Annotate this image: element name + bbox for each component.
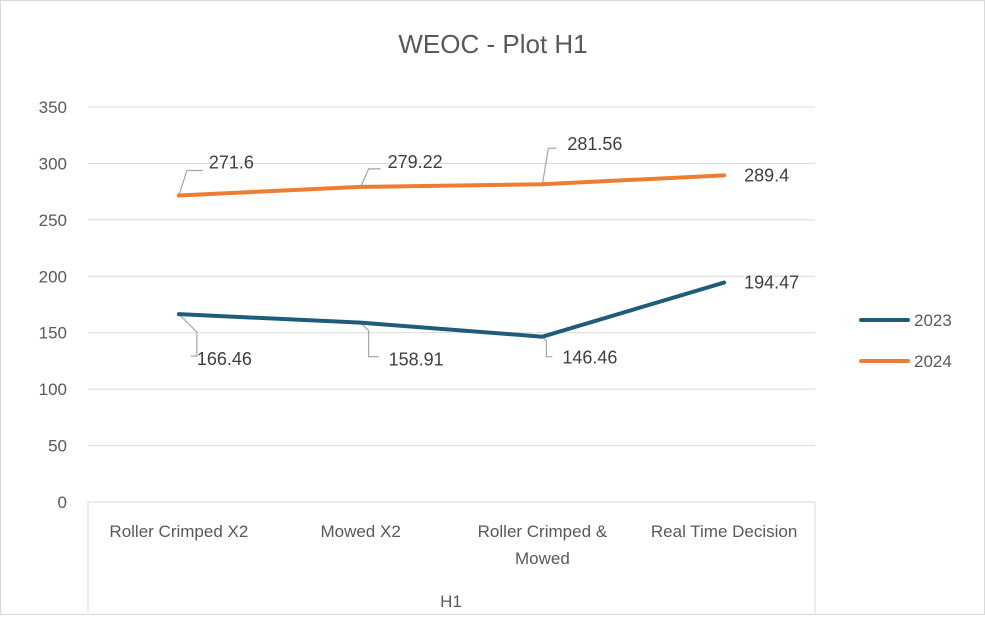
y-tick-label: 50 [48,437,67,456]
chart-title: WEOC - Plot H1 [398,29,587,59]
data-label-leader [541,147,557,185]
gridlines [88,106,815,447]
x-category-label: Roller Crimped & [478,522,608,541]
x-category-label: Real Time Decision [651,522,797,541]
label-leaders [178,147,557,358]
data-label-2023: 166.46 [197,349,252,369]
series-lines [176,173,727,339]
y-tick-label: 100 [39,380,67,399]
y-tick-label: 200 [39,267,67,286]
y-tick-label: 350 [39,98,67,117]
series-line-2023 [176,280,727,339]
legend-label-2024: 2024 [914,352,952,371]
data-label-leader [360,168,381,188]
legend: 2023 2024 [859,311,952,371]
axes: 0 50 100 150 200 250 300 350 Roller Crimped X2 Mo… [39,98,816,613]
data-label-2024: 271.6 [209,152,254,172]
data-label-2024: 281.56 [567,134,622,154]
y-tick-label: 250 [39,211,67,230]
data-label-2023: 158.91 [389,350,444,370]
data-label-2023: 146.46 [562,348,617,368]
y-tick-label: 150 [39,324,67,343]
data-labels: 166.46 158.91 146.46 194.47 271.6 279.22 281.5… [197,134,799,369]
data-label-leader [178,169,203,196]
data-label-leader [541,336,553,358]
data-label-2024: 289.4 [744,165,789,185]
y-tick-label: 300 [39,154,67,173]
data-label-2023: 194.47 [744,273,799,293]
x-category-label: Mowed X2 [320,522,400,541]
series-line-2024 [176,173,727,198]
data-label-2024: 279.22 [388,152,443,172]
data-label-leader [360,322,379,358]
legend-label-2023: 2023 [914,311,952,330]
y-tick-label: 0 [58,493,67,512]
data-label-leader [178,313,198,357]
x-group-label: H1 [440,592,462,611]
x-category-label: Mowed [515,549,570,568]
x-category-label: Roller Crimped X2 [109,522,248,541]
